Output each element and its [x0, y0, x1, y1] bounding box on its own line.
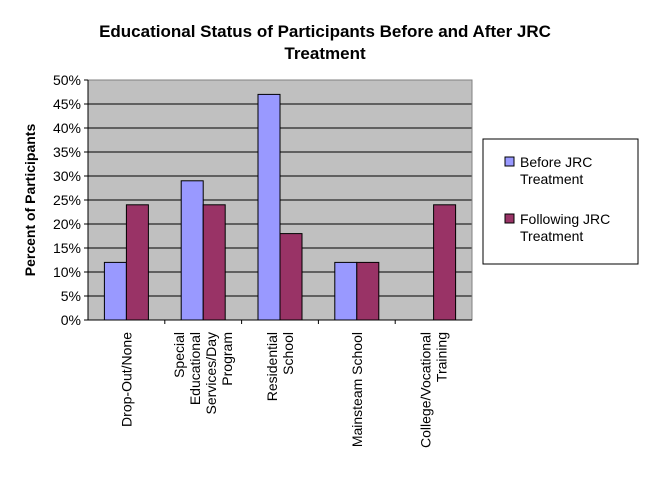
y-tick-label: 5% [61, 288, 81, 304]
chart-title: Educational Status of Participants Befor… [99, 22, 551, 63]
x-category-label-line: Program [219, 332, 235, 386]
x-category-label-line: Training [434, 332, 450, 382]
x-category-label-line: School [280, 332, 296, 375]
legend-label: Treatment [520, 228, 583, 244]
x-category-label-line: Special [171, 332, 187, 378]
x-category-label: College/Vocational Training [418, 332, 450, 448]
x-category-label-line: Drop-Out/None [118, 332, 134, 427]
chart-title-line: Educational Status of Participants Befor… [99, 22, 551, 41]
legend-swatch [504, 213, 515, 224]
x-category-label-line: Services/Day [203, 332, 219, 414]
legend-label: Treatment [520, 171, 583, 187]
chart-title-line: Treatment [284, 44, 366, 63]
y-tick-label: 0% [61, 312, 81, 328]
legend-label: Before JRC [520, 154, 592, 170]
x-category-label: Special Educational Services/Day Program [171, 332, 235, 414]
y-tick-label: 50% [53, 72, 81, 88]
y-tick-label: 20% [53, 216, 81, 232]
bar-series0-cat3 [334, 261, 358, 321]
bar-series1-cat2 [279, 233, 303, 321]
bar-series0-cat0 [103, 261, 127, 321]
bar-series1-cat3 [356, 261, 380, 321]
y-tick-label: 45% [53, 96, 81, 112]
bar-series1-cat1 [202, 204, 226, 321]
y-axis-ticks: 0% 5% 10% 15% 20% 25% 30% 35% 40% 45% 50% [53, 72, 88, 328]
x-category-label-line: Mainsteam School [349, 332, 365, 447]
legend-label: Following JRC [520, 211, 610, 227]
y-tick-label: 15% [53, 240, 81, 256]
x-category-label-line: Educational [187, 332, 203, 405]
y-tick-label: 40% [53, 120, 81, 136]
legend-swatch [504, 156, 515, 167]
y-tick-label: 35% [53, 144, 81, 160]
y-axis-title: Percent of Participants [22, 124, 38, 277]
bar-series1-cat4 [433, 204, 457, 321]
x-axis-categories: Drop-Out/None Special Educational Services/… [118, 332, 449, 448]
bars [103, 93, 457, 324]
y-tick-label: 30% [53, 168, 81, 184]
bar-series0-cat1 [180, 180, 204, 321]
x-category-label: Mainsteam School [349, 332, 365, 447]
x-category-label: Drop-Out/None [118, 332, 134, 427]
x-category-label: Residential School [264, 332, 296, 401]
bar-series1-cat0 [125, 204, 149, 321]
bar-series0-cat2 [257, 93, 281, 321]
y-axis-label: Percent of Participants [22, 124, 38, 277]
x-category-label-line: College/Vocational [418, 332, 434, 448]
y-tick-label: 10% [53, 264, 81, 280]
x-category-label-line: Residential [264, 332, 280, 401]
y-tick-label: 25% [53, 192, 81, 208]
